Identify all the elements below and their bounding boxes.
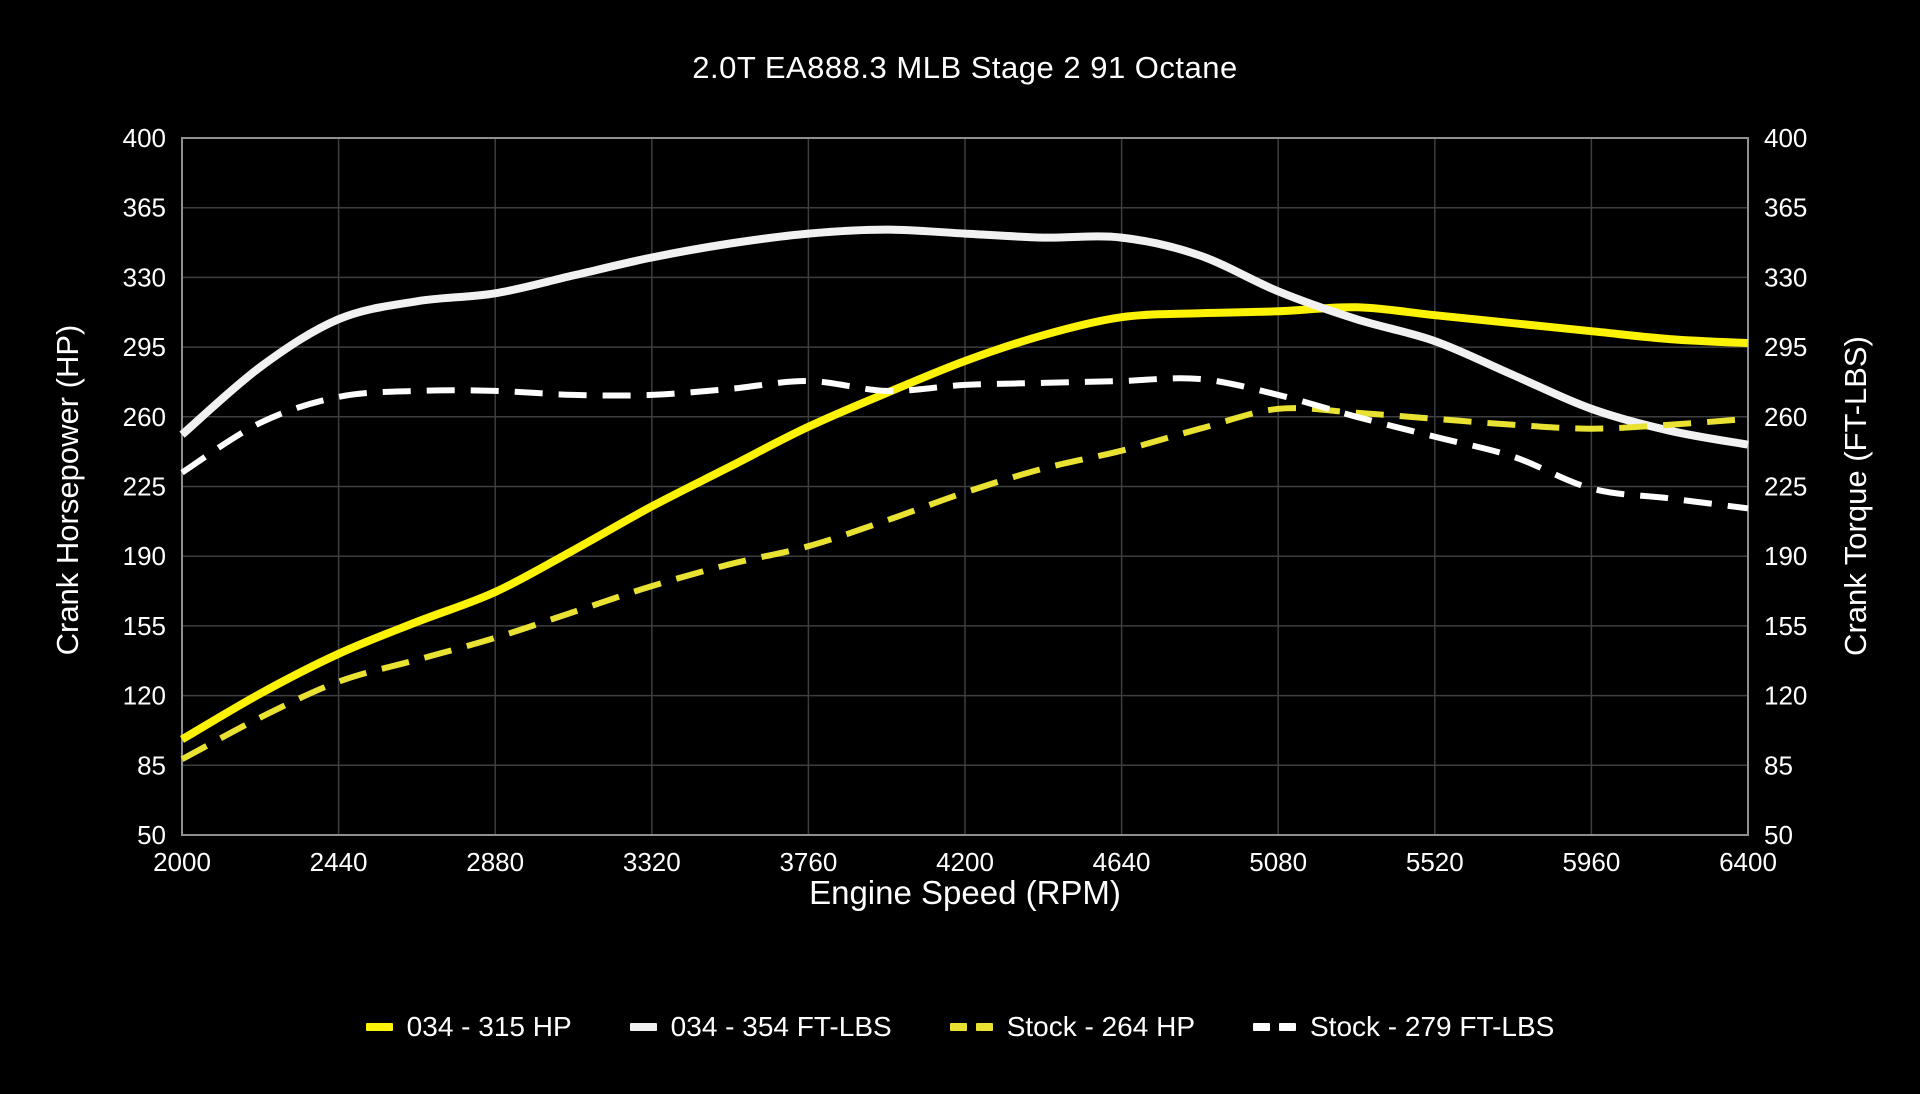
x-tick-label: 5520 bbox=[1406, 847, 1464, 877]
y-tick-label-left: 225 bbox=[123, 472, 166, 502]
y-tick-label-left: 155 bbox=[123, 611, 166, 641]
series-curve-3 bbox=[180, 375, 1749, 512]
y-tick-label-left: 260 bbox=[123, 402, 166, 432]
legend-marker-dashed-yellow bbox=[949, 1023, 993, 1031]
series-curve-2 bbox=[180, 405, 1749, 762]
legend-marker-solid-yellow bbox=[365, 1023, 393, 1031]
x-tick-label: 5960 bbox=[1562, 847, 1620, 877]
y-tick-label-right: 190 bbox=[1764, 541, 1807, 571]
x-tick-label: 5080 bbox=[1249, 847, 1307, 877]
x-tick-label: 3320 bbox=[623, 847, 681, 877]
y-tick-label-right: 225 bbox=[1764, 472, 1807, 502]
legend-item-034-torque: 034 - 354 FT-LBS bbox=[629, 1011, 892, 1043]
legend-dash bbox=[1253, 1023, 1270, 1031]
y-tick-label-right: 400 bbox=[1764, 123, 1807, 153]
legend-label: Stock - 264 HP bbox=[1006, 1011, 1195, 1042]
x-tick-label: 2880 bbox=[466, 847, 524, 877]
y-tick-label-right: 260 bbox=[1764, 402, 1807, 432]
y-tick-label-right: 50 bbox=[1764, 820, 1793, 850]
legend-dash bbox=[365, 1023, 393, 1031]
x-tick-label: 2000 bbox=[153, 847, 211, 877]
y-tick-label-left: 50 bbox=[137, 820, 166, 850]
x-axis-label: Engine Speed (RPM) bbox=[809, 874, 1121, 911]
y-tick-label-left: 365 bbox=[123, 193, 166, 223]
x-tick-label: 3760 bbox=[779, 847, 837, 877]
legend-dash bbox=[975, 1023, 993, 1031]
y-tick-label-right: 120 bbox=[1764, 681, 1807, 711]
series-curve-0 bbox=[179, 303, 1749, 743]
legend-label: 034 - 315 HP bbox=[406, 1011, 572, 1042]
legend-label: Stock - 279 FT-LBS bbox=[1310, 1011, 1555, 1042]
legend-dash bbox=[1279, 1023, 1296, 1031]
legend-dash bbox=[949, 1023, 967, 1031]
plot-frame bbox=[181, 137, 1749, 836]
legend-dash bbox=[629, 1023, 657, 1031]
y-tick-label-right: 330 bbox=[1764, 262, 1807, 292]
y-tick-label-left: 295 bbox=[123, 332, 166, 362]
series-curve-1 bbox=[179, 225, 1749, 449]
legend-item-stock-torque: Stock - 279 FT-LBS bbox=[1253, 1011, 1554, 1043]
x-tick-label: 4200 bbox=[936, 847, 994, 877]
x-tick-label: 2440 bbox=[310, 847, 368, 877]
y-tick-label-right: 365 bbox=[1764, 193, 1807, 223]
y-tick-label-right: 155 bbox=[1764, 611, 1807, 641]
legend-marker-dashed-white bbox=[1253, 1023, 1296, 1031]
x-tick-label: 6400 bbox=[1719, 847, 1777, 877]
legend-item-034-hp: 034 - 315 HP bbox=[365, 1011, 572, 1043]
y-tick-label-left: 400 bbox=[123, 123, 166, 153]
legend-label: 034 - 354 FT-LBS bbox=[670, 1011, 892, 1042]
chart-title: 2.0T EA888.3 MLB Stage 2 91 Octane bbox=[692, 50, 1238, 85]
y-tick-label-right: 295 bbox=[1764, 332, 1807, 362]
legend-marker-solid-white bbox=[629, 1023, 657, 1031]
legend: 034 - 315 HP 034 - 354 FT-LBS Stock - 26… bbox=[0, 1002, 1920, 1052]
x-tick-label: 4640 bbox=[1093, 847, 1151, 877]
y-tick-label-left: 190 bbox=[123, 541, 166, 571]
y-tick-label-right: 85 bbox=[1764, 750, 1793, 780]
y-tick-label-left: 330 bbox=[123, 262, 166, 292]
y-tick-label-left: 85 bbox=[137, 750, 166, 780]
legend-item-stock-hp: Stock - 264 HP bbox=[949, 1011, 1195, 1043]
y-tick-label-left: 120 bbox=[123, 681, 166, 711]
